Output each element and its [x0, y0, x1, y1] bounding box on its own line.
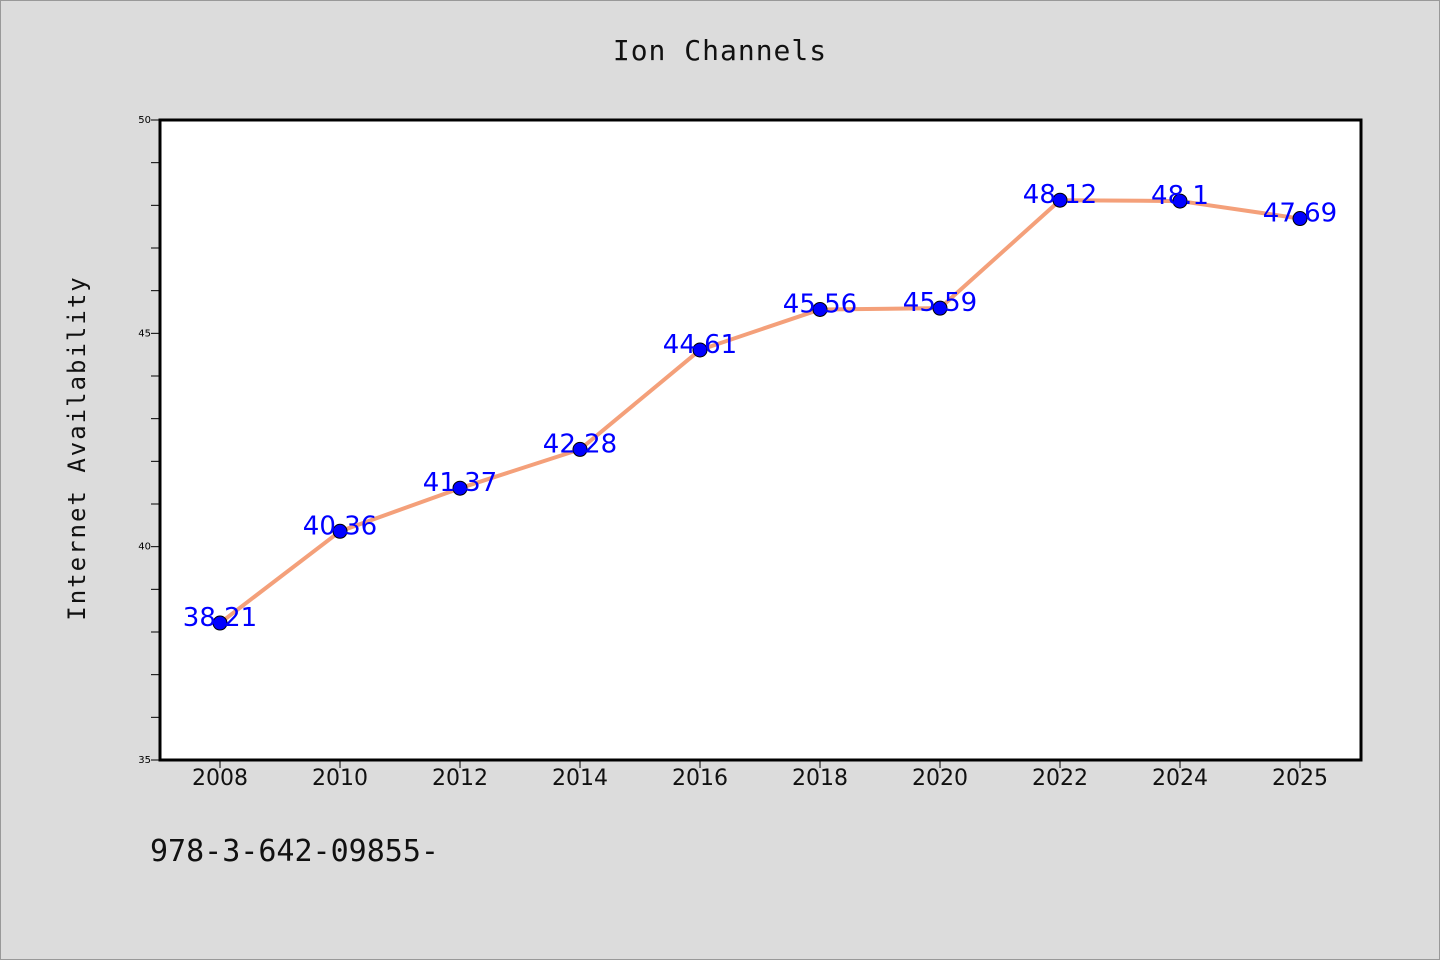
plot-area: [158, 118, 1363, 762]
data-point: [1292, 211, 1308, 227]
x-tick-label: 2025: [1272, 766, 1328, 791]
data-point: [572, 441, 588, 457]
data-point: [452, 480, 468, 496]
data-label: 48.12: [1023, 180, 1097, 210]
y-tick-label: 35: [138, 755, 151, 766]
data-label: 44.61: [663, 330, 737, 360]
data-label: 45.59: [903, 288, 977, 318]
y-tick-label: 45: [138, 328, 151, 339]
data-label: 42.28: [543, 429, 617, 459]
x-tick-label: 2010: [312, 766, 368, 791]
series-line: [218, 198, 1302, 626]
data-point: [1052, 192, 1068, 208]
data-point: [812, 301, 828, 317]
data-label: 45.56: [783, 289, 857, 319]
x-tick-label: 2014: [552, 766, 608, 791]
x-tick-label: 2008: [192, 766, 248, 791]
data-label: 48.1: [1151, 181, 1209, 211]
data-label: 38.21: [183, 603, 257, 633]
data-point: [212, 615, 228, 631]
data-label: 47.69: [1263, 199, 1337, 229]
data-point: [932, 300, 948, 316]
y-tick-label: 40: [138, 542, 151, 553]
x-tick-label: 2024: [1152, 766, 1208, 791]
y-tick-label: 50: [138, 115, 151, 126]
x-tick-label: 2018: [792, 766, 848, 791]
data-point: [692, 342, 708, 358]
data-point: [332, 523, 348, 539]
chart-title: Ion Channels: [612, 34, 828, 67]
x-tick-label: 2022: [1032, 766, 1088, 791]
footnote-text: 978-3-642-09855-: [150, 834, 439, 869]
x-tick-label: 2020: [912, 766, 968, 791]
x-tick-label: 2016: [672, 766, 728, 791]
data-label: 41.37: [423, 468, 497, 498]
data-label: 40.36: [303, 511, 377, 541]
data-point: [1172, 193, 1188, 209]
x-tick-label: 2012: [432, 766, 488, 791]
